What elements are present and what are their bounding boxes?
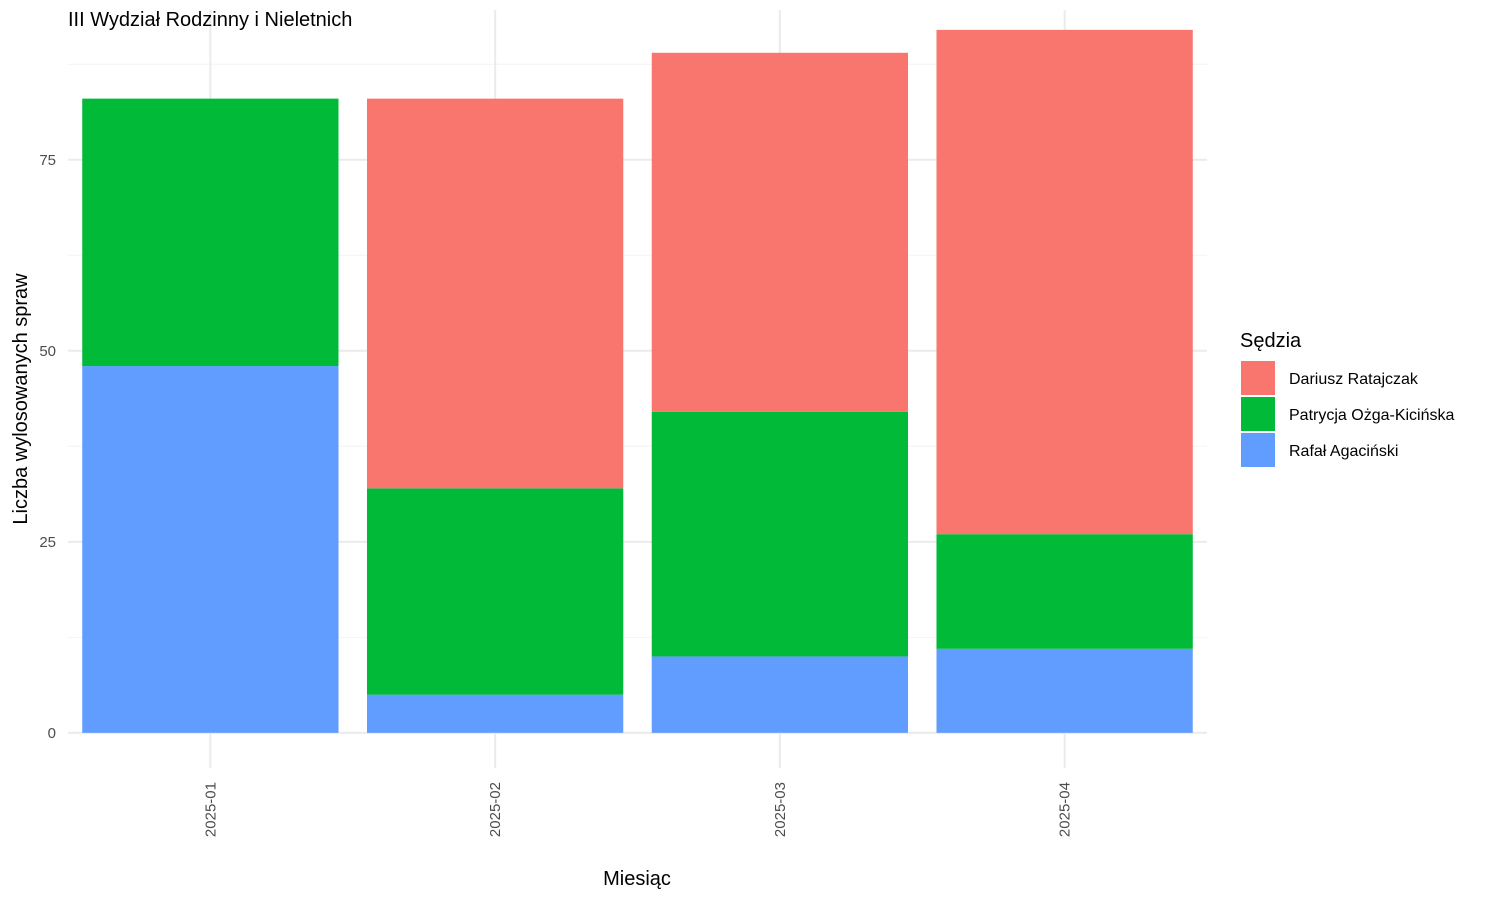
- x-axis-ticks: 2025-01 2025-02 2025-03 2025-04: [202, 782, 1073, 837]
- x-tick-label: 2025-01: [202, 782, 219, 837]
- legend-label: Patrycja Ożga-Kicińska: [1289, 407, 1454, 424]
- bar-segment: [936, 648, 1193, 733]
- x-tick-label: 2025-04: [1057, 782, 1074, 837]
- legend-swatch: [1241, 361, 1275, 395]
- bar-segment: [82, 98, 339, 367]
- bar-segment: [651, 411, 909, 657]
- bar-segment: [936, 534, 1193, 649]
- bar-segment: [366, 488, 624, 695]
- legend: Sędzia Dariusz Ratajczak Patrycja Ożga-Ki…: [1240, 330, 1454, 467]
- legend-label: Rafał Agaciński: [1289, 443, 1398, 460]
- bar-segment: [651, 656, 909, 733]
- y-axis-title: Liczba wylosowanych spraw: [10, 273, 32, 525]
- y-axis-ticks: 0 25 50 75: [39, 152, 56, 742]
- chart-title: III Wydział Rodzinny i Nieletnich: [68, 9, 352, 31]
- legend-label: Dariusz Ratajczak: [1289, 371, 1419, 388]
- bar-segment: [366, 98, 624, 489]
- x-tick-label: 2025-03: [772, 782, 789, 837]
- legend-swatch: [1241, 397, 1275, 431]
- legend-swatch: [1241, 433, 1275, 467]
- bar-segment: [82, 366, 339, 733]
- y-tick-label: 0: [48, 725, 56, 742]
- bar-segment: [366, 694, 624, 733]
- bar-segment: [651, 52, 909, 412]
- legend-title: Sędzia: [1240, 330, 1302, 352]
- bars: [82, 29, 1193, 733]
- x-axis-title: Miesiąc: [603, 868, 671, 890]
- y-tick-label: 50: [39, 343, 56, 360]
- bar-segment: [936, 29, 1193, 535]
- x-tick-label: 2025-02: [487, 782, 504, 837]
- y-tick-label: 25: [39, 534, 56, 551]
- y-tick-label: 75: [39, 152, 56, 169]
